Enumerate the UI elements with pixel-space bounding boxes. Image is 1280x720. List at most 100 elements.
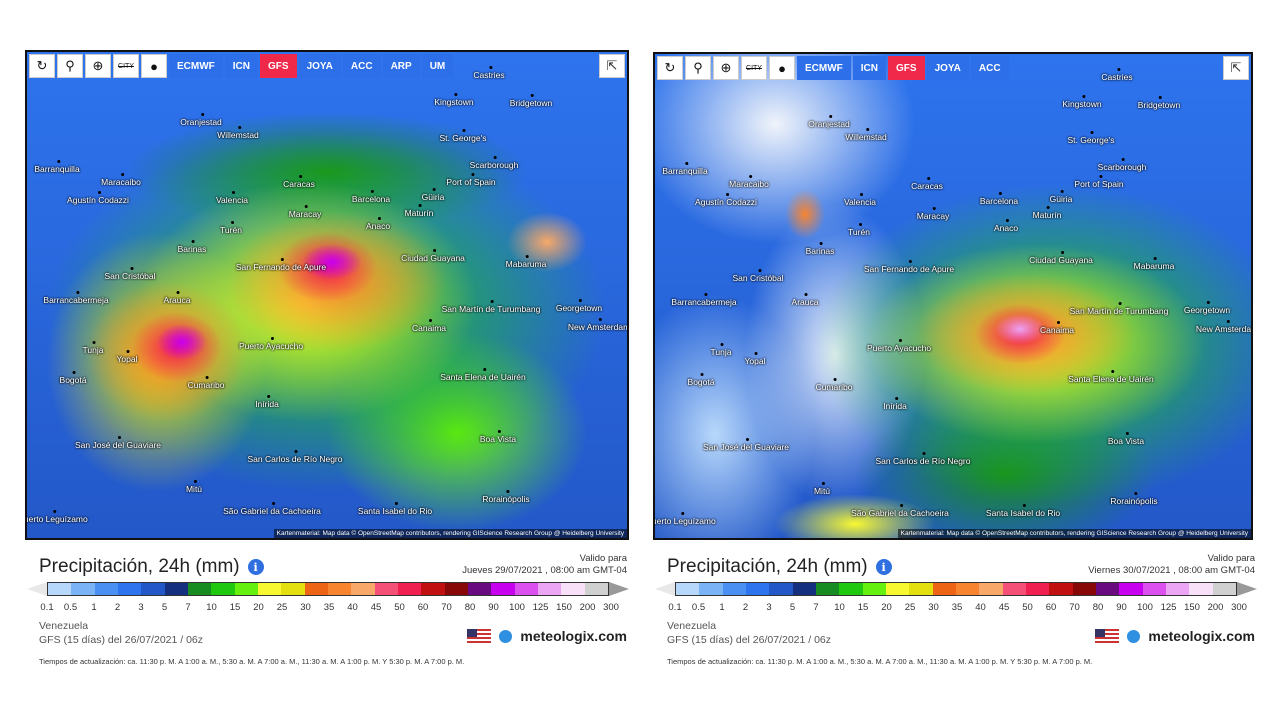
map-title: Precipitación, 24h (mm) i bbox=[39, 556, 264, 578]
city-label: São Gabriel da Cachoeira bbox=[223, 502, 321, 516]
legend-arrow-right bbox=[1237, 582, 1257, 596]
legend-swatch bbox=[537, 583, 562, 595]
legend-tick: 5 bbox=[161, 602, 168, 613]
zoom-icon[interactable]: ⊕ bbox=[85, 54, 111, 78]
marker-icon[interactable]: ● bbox=[141, 54, 167, 78]
legend-tick: 0.1 bbox=[668, 602, 682, 613]
city-label: Mabaruma bbox=[1133, 257, 1175, 271]
brand-name[interactable]: meteologix.com bbox=[520, 628, 627, 644]
color-legend bbox=[655, 582, 1257, 596]
legend-swatch bbox=[815, 583, 840, 595]
brand: meteologix.com bbox=[1095, 628, 1255, 644]
city-label: Willemstad bbox=[217, 126, 259, 140]
city-label: Cumaribo bbox=[187, 376, 225, 390]
city-label: New Amsterdam bbox=[1196, 320, 1251, 334]
model-tab-arp[interactable]: ARP bbox=[382, 54, 420, 78]
city-label: Canaima bbox=[1039, 321, 1075, 335]
city-label: San Carlos de Río Negro bbox=[875, 452, 971, 466]
city-label: Maracay bbox=[288, 205, 322, 219]
legend-tick: 200 bbox=[1207, 602, 1224, 613]
legend-tick: 50 bbox=[394, 602, 405, 613]
legend-tick: 60 bbox=[1045, 602, 1057, 613]
legend-tick: 300 bbox=[1231, 602, 1247, 613]
precipitation-map[interactable]: ↻ ⚲ ⊕ CITY ● ECMWF ICN GFS JOYA ACC ARP UM ⇱ Karten… bbox=[25, 50, 629, 540]
city-label: Kingstown bbox=[434, 93, 474, 107]
city-label: Maracaibo bbox=[729, 175, 769, 189]
city-label: Barinas bbox=[177, 240, 207, 254]
city-label: Arauca bbox=[791, 293, 819, 307]
city-label: Castries bbox=[473, 66, 505, 80]
model-tab-icn[interactable]: ICN bbox=[852, 56, 887, 80]
precipitation-field bbox=[27, 52, 627, 538]
city-label: Arauca bbox=[163, 291, 191, 305]
precipitation-map[interactable]: ↻ ⚲ ⊕ CITY ● ECMWF ICN GFS JOYA ACC ⇱ Kartenmater… bbox=[653, 52, 1253, 540]
city-label: Barcelona bbox=[351, 190, 391, 204]
model-tab-ecmwf[interactable]: ECMWF bbox=[169, 54, 223, 78]
share-icon[interactable]: ⇱ bbox=[1223, 56, 1249, 80]
legend-swatch bbox=[421, 583, 445, 595]
city-label: St. George's bbox=[439, 129, 487, 143]
legend-tick: 80 bbox=[464, 602, 476, 613]
share-icon[interactable]: ⇱ bbox=[599, 54, 625, 78]
legend-swatch bbox=[211, 583, 235, 595]
legend-swatch bbox=[1049, 583, 1073, 595]
legend-tick: 35 bbox=[951, 602, 963, 613]
model-tab-gfs[interactable]: GFS bbox=[888, 56, 925, 80]
legend-tick: 10 bbox=[206, 602, 217, 613]
city-label: Cumaribo bbox=[815, 378, 853, 392]
legend-tick: 90 bbox=[488, 602, 499, 613]
refresh-icon[interactable]: ↻ bbox=[657, 56, 683, 80]
legend-tick: 1 bbox=[91, 602, 97, 613]
legend-swatch bbox=[932, 583, 956, 595]
info-icon[interactable]: i bbox=[875, 559, 892, 575]
model-tab-acc[interactable]: ACC bbox=[342, 54, 381, 78]
model-tab-joya[interactable]: JOYA bbox=[926, 56, 969, 80]
legend-swatch bbox=[374, 583, 398, 595]
city-label: Oranjestad bbox=[180, 113, 222, 127]
city-label: Turén bbox=[848, 223, 870, 237]
us-flag-icon[interactable] bbox=[467, 629, 492, 643]
zoom-icon[interactable]: ⊕ bbox=[713, 56, 739, 80]
city-label: Santa Elena de Uairén bbox=[440, 368, 526, 382]
city-label: Ciudad Guayana bbox=[1029, 251, 1093, 265]
info-icon[interactable]: i bbox=[247, 559, 264, 575]
model-run: GFS (15 días) del 26/07/2021 / 06z bbox=[39, 634, 204, 646]
city-label: St. George's bbox=[1067, 131, 1115, 145]
legend-tick: 200 bbox=[579, 602, 596, 613]
legend-swatch bbox=[1072, 583, 1096, 595]
marker-icon[interactable]: ● bbox=[769, 56, 795, 80]
forecast-panel-left: ↻ ⚲ ⊕ CITY ● ECMWF ICN GFS JOYA ACC ARP UM ⇱ Karten… bbox=[25, 0, 635, 720]
city-toggle-icon[interactable]: CITY bbox=[741, 56, 767, 80]
valid-label: Valido para bbox=[1207, 553, 1255, 564]
map-toolbar: ↻ ⚲ ⊕ CITY ● ECMWF ICN GFS JOYA ACC ARP UM bbox=[29, 54, 454, 78]
city-toggle-icon[interactable]: CITY bbox=[113, 54, 139, 78]
city-label: Barrancabermeja bbox=[43, 291, 109, 305]
legend-swatch bbox=[1212, 583, 1236, 595]
city-label: San José del Guaviare bbox=[75, 436, 161, 450]
location-pin-icon[interactable]: ⚲ bbox=[57, 54, 83, 78]
precipitation-field bbox=[655, 54, 1251, 538]
brand-name[interactable]: meteologix.com bbox=[1148, 628, 1255, 644]
city-label: Canaima bbox=[411, 319, 447, 333]
model-tab-acc[interactable]: ACC bbox=[970, 56, 1009, 80]
legend-swatch bbox=[699, 583, 723, 595]
model-tab-gfs[interactable]: GFS bbox=[260, 54, 297, 78]
valid-label: Valido para bbox=[579, 553, 627, 564]
legend-tick: 300 bbox=[603, 602, 619, 613]
model-tab-um[interactable]: UM bbox=[421, 54, 454, 78]
legend-swatch bbox=[117, 583, 142, 595]
model-tab-joya[interactable]: JOYA bbox=[298, 54, 341, 78]
model-tab-icn[interactable]: ICN bbox=[224, 54, 259, 78]
city-label: San Cristóbal bbox=[732, 269, 784, 283]
legend-tick: 100 bbox=[1137, 602, 1153, 613]
update-times: Tiempos de actualización: ca. 11:30 p. M… bbox=[39, 657, 465, 666]
legend-swatch bbox=[676, 583, 700, 595]
legend-tick: 1 bbox=[719, 602, 725, 613]
model-tab-ecmwf[interactable]: ECMWF bbox=[797, 56, 851, 80]
legend-swatch bbox=[1142, 583, 1166, 595]
us-flag-icon[interactable] bbox=[1095, 629, 1120, 643]
city-label: Mabaruma bbox=[505, 255, 547, 269]
location-pin-icon[interactable]: ⚲ bbox=[685, 56, 711, 80]
legend-swatch bbox=[909, 583, 933, 595]
refresh-icon[interactable]: ↻ bbox=[29, 54, 55, 78]
